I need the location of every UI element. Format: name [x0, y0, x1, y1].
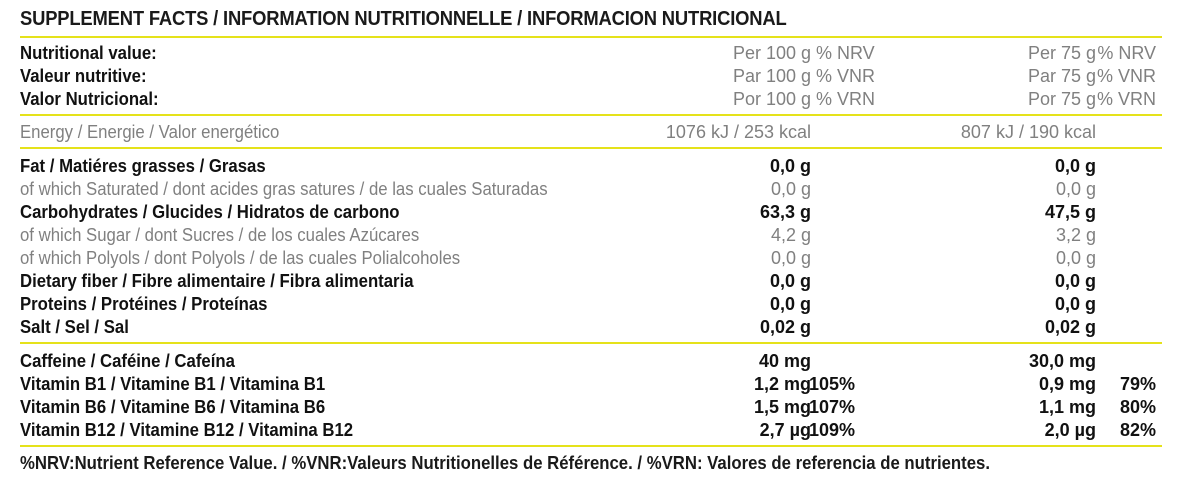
nutrient-per100: 0,02 g — [759, 317, 811, 337]
header-nrv100: % VRN — [816, 89, 876, 109]
nutrient-label: of which Polyols / dont Polyols / de las… — [20, 248, 461, 268]
active-row: Vitamin B12 / Vitamine B12 / Vitamina B1… — [20, 419, 1162, 441]
active-nrv75: 82% — [1119, 420, 1156, 440]
nutrient-per75: 0,0 g — [1054, 271, 1096, 291]
nutrient-per75: 0,0 g — [1054, 294, 1096, 314]
header-nrv100: % NRV — [816, 43, 875, 63]
nutrient-row: Proteins / Protéines / Proteínas 0,0 g 0… — [20, 293, 1162, 315]
header-nrv75: % VRN — [1096, 89, 1156, 109]
nutrient-per100: 63,3 g — [759, 202, 811, 222]
nutrient-row: Carbohydrates / Glucides / Hidratos de c… — [20, 201, 1162, 223]
header-per100: Per 100 g — [732, 43, 811, 63]
nutrient-per100: 4,2 g — [770, 225, 811, 245]
nutrient-label: Salt / Sel / Sal — [20, 317, 129, 337]
divider — [20, 147, 1162, 149]
header-row: Valeur nutritive: Par 100 g % VNR Par 75… — [20, 65, 1162, 87]
divider — [20, 36, 1162, 38]
header-nrv100: % VNR — [816, 66, 876, 86]
nutrient-per75: 47,5 g — [1044, 202, 1096, 222]
active-label: Caffeine / Caféine / Cafeína — [20, 351, 235, 371]
active-label: Vitamin B6 / Vitamine B6 / Vitamina B6 — [20, 397, 326, 417]
nutrient-per75: 0,0 g — [1055, 179, 1096, 199]
nutrient-row: Salt / Sel / Sal 0,02 g 0,02 g — [20, 316, 1162, 338]
active-per75: 1,1 mg — [1038, 397, 1096, 417]
energy-label: Energy / Energie / Valor energético — [20, 122, 280, 142]
header-nrv75: % NRV — [1097, 43, 1156, 63]
energy-row: Energy / Energie / Valor energético 1076… — [20, 121, 1162, 143]
divider — [20, 342, 1162, 344]
active-label: Vitamin B1 / Vitamine B1 / Vitamina B1 — [20, 374, 326, 394]
active-per75: 0,9 mg — [1038, 374, 1096, 394]
nutrient-per100: 0,0 g — [769, 156, 811, 176]
footnote: %NRV:Nutrient Reference Value. / %VNR:Va… — [20, 453, 991, 473]
nutrient-row: of which Sugar / dont Sucres / de los cu… — [20, 224, 1162, 246]
nutrient-row: of which Saturated / dont acides gras sa… — [20, 178, 1162, 200]
nutrient-per75: 0,02 g — [1044, 317, 1096, 337]
active-per100: 40 mg — [758, 351, 811, 371]
active-nrv100: 109% — [809, 420, 856, 440]
header-label: Valor Nutricional: — [20, 89, 159, 109]
nutrient-per75: 3,2 g — [1055, 225, 1096, 245]
nutrient-per75: 0,0 g — [1054, 156, 1096, 176]
active-per100: 2,7 µg — [759, 420, 811, 440]
nutrient-label: Proteins / Protéines / Proteínas — [20, 294, 268, 314]
panel-title: SUPPLEMENT FACTS / INFORMATION NUTRITION… — [20, 8, 787, 30]
nutrient-row: Dietary fiber / Fibre alimentaire / Fibr… — [20, 270, 1162, 292]
active-per100: 1,5 mg — [753, 397, 811, 417]
nutrient-label: of which Sugar / dont Sucres / de los cu… — [20, 225, 420, 245]
active-nrv75: 79% — [1119, 374, 1156, 394]
nutrient-row: Fat / Matiéres grasses / Grasas 0,0 g 0,… — [20, 155, 1162, 177]
header-per100: Por 100 g — [732, 89, 811, 109]
header-per75: Per 75 g — [1027, 43, 1096, 63]
divider — [20, 114, 1162, 116]
header-per75: Par 75 g — [1027, 66, 1096, 86]
nutrient-label: Fat / Matiéres grasses / Grasas — [20, 156, 266, 176]
nutrient-row: of which Polyols / dont Polyols / de las… — [20, 247, 1162, 269]
nutrient-label: Carbohydrates / Glucides / Hidratos de c… — [20, 202, 400, 222]
nutrient-per75: 0,0 g — [1055, 248, 1096, 268]
header-per100: Par 100 g — [732, 66, 811, 86]
active-row: Vitamin B1 / Vitamine B1 / Vitamina B1 1… — [20, 373, 1162, 395]
active-per75: 2,0 µg — [1044, 420, 1096, 440]
active-row: Vitamin B6 / Vitamine B6 / Vitamina B6 1… — [20, 396, 1162, 418]
nutrient-per100: 0,0 g — [770, 179, 811, 199]
nutrient-label: Dietary fiber / Fibre alimentaire / Fibr… — [20, 271, 414, 291]
header-label: Valeur nutritive: — [20, 66, 147, 86]
header-label: Nutritional value: — [20, 43, 157, 63]
header-nrv75: % VNR — [1096, 66, 1156, 86]
energy-per75: 807 kJ / 190 kcal — [960, 122, 1096, 142]
active-row: Caffeine / Caféine / Cafeína 40 mg 30,0 … — [20, 350, 1162, 372]
nutrient-per100: 0,0 g — [769, 271, 811, 291]
active-nrv100: 107% — [809, 397, 856, 417]
active-label: Vitamin B12 / Vitamine B12 / Vitamina B1… — [20, 420, 354, 440]
header-row: Valor Nutricional: Por 100 g % VRN Por 7… — [20, 88, 1162, 110]
active-nrv75: 80% — [1119, 397, 1156, 417]
active-per75: 30,0 mg — [1028, 351, 1096, 371]
active-per100: 1,2 mg — [753, 374, 811, 394]
nutrient-label: of which Saturated / dont acides gras sa… — [20, 179, 548, 199]
header-per75: Por 75 g — [1027, 89, 1096, 109]
nutrient-per100: 0,0 g — [770, 248, 811, 268]
active-nrv100: 105% — [809, 374, 856, 394]
energy-per100: 1076 kJ / 253 kcal — [665, 122, 811, 142]
nutrient-per100: 0,0 g — [769, 294, 811, 314]
divider — [20, 445, 1162, 447]
header-row: Nutritional value: Per 100 g % NRV Per 7… — [20, 42, 1162, 64]
